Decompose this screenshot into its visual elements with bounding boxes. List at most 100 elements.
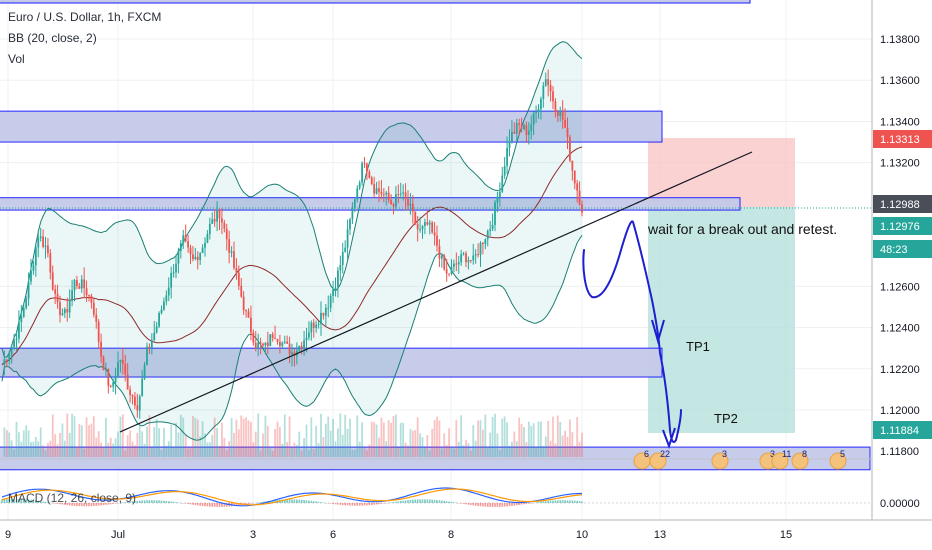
candle-body (530, 124, 533, 131)
macd-line (1, 487, 582, 507)
candle-body (262, 343, 264, 346)
stop-loss-area[interactable] (648, 138, 795, 207)
macd-hist (542, 501, 545, 503)
candle-body (286, 341, 289, 344)
volume-bar (402, 422, 405, 457)
macd-hist (438, 500, 441, 503)
volume-bar (419, 433, 421, 457)
macd-hist (552, 500, 554, 503)
volume-bar (184, 434, 187, 457)
candle-body (566, 127, 569, 138)
sr-zone[interactable] (0, 110, 663, 143)
volume-bar (511, 441, 513, 457)
volume-bar (508, 445, 511, 457)
price-badge[interactable] (873, 195, 932, 213)
candle-body (552, 91, 554, 102)
vol-legend[interactable]: Vol (8, 52, 25, 66)
symbol-legend[interactable]: Euro / U.S. Dollar, 1h, FXCM (8, 10, 162, 24)
candle-body (366, 163, 368, 172)
candle-body (85, 288, 88, 296)
volume-bar (397, 447, 400, 457)
volume-bar (95, 437, 98, 457)
time-axis[interactable] (0, 520, 872, 550)
sr-zone[interactable] (0, 197, 741, 211)
bb-upper (1, 41, 583, 358)
annotation-tp1[interactable]: TP1 (686, 339, 710, 354)
candle-body (107, 368, 110, 386)
macd-hist (64, 503, 66, 505)
candle-body (506, 148, 508, 167)
candle-body (549, 85, 552, 92)
macd-legend[interactable]: MACD (12, 26, close, 9) (8, 491, 137, 505)
macd-hist (317, 501, 320, 503)
volume-bar (8, 432, 11, 457)
top-zone[interactable] (0, 0, 751, 4)
trend-line[interactable] (119, 151, 753, 433)
projected-path-drawing[interactable] (582, 220, 682, 443)
candle-body (266, 342, 269, 347)
price-tick: 1.13600 (880, 75, 920, 87)
candle-body (511, 131, 513, 142)
candle-body (453, 263, 455, 267)
annotation-wait[interactable]: wait for a break out and retest. (648, 221, 838, 237)
macd-hist (467, 503, 470, 505)
volume-bar (155, 419, 158, 457)
event-flag-icon[interactable] (791, 452, 809, 470)
macd-hist (573, 500, 576, 503)
volume-bar (363, 447, 366, 457)
macd-hist (25, 499, 27, 503)
price-badge[interactable] (873, 421, 932, 439)
candle-body (146, 346, 148, 365)
volume-bar (90, 423, 93, 457)
macd-hist (511, 503, 513, 506)
candle-body (150, 339, 153, 348)
event-flag-icon[interactable] (829, 452, 847, 470)
volume-bar (37, 441, 40, 457)
macd-hist (189, 503, 192, 505)
price-badge[interactable] (873, 130, 932, 148)
macd-hist (482, 503, 484, 507)
take-profit-area[interactable] (648, 207, 795, 433)
candle-body (54, 289, 57, 294)
macd-hist (15, 498, 18, 503)
volume-bar (257, 413, 260, 457)
macd-hist (32, 500, 35, 503)
event-flag-icon[interactable] (649, 452, 667, 470)
candle-body (112, 382, 115, 387)
candle-body (245, 310, 247, 312)
event-flag-icon[interactable] (711, 452, 729, 470)
price-badge[interactable] (873, 217, 932, 235)
candle-body (581, 204, 583, 213)
macd-hist (107, 503, 110, 505)
volume-bar (303, 438, 305, 457)
candle-body (119, 359, 122, 363)
macd-hist (160, 500, 163, 503)
bb-legend[interactable]: BB (20, close, 2) (8, 31, 97, 45)
annotation-tp2[interactable]: TP2 (714, 411, 738, 426)
macd-hist (39, 501, 42, 503)
candle-body (56, 293, 59, 303)
price-tick: 1.12000 (880, 405, 920, 417)
economic-events[interactable]: 6 22 3 3 11 8 5 (633, 449, 847, 470)
volume-bar (353, 449, 356, 457)
candle-body (334, 287, 337, 290)
candle-body (569, 137, 571, 161)
event-flag-icon[interactable] (771, 452, 789, 470)
macd-hist (528, 503, 530, 504)
candle-body (218, 209, 221, 219)
candle-body (395, 194, 397, 207)
volume-bar (317, 443, 320, 457)
price-badge[interactable] (873, 240, 932, 258)
macd-hist (136, 500, 139, 503)
macd-hist (431, 499, 433, 503)
volume-bar (30, 442, 32, 457)
macd-hist (3, 499, 6, 503)
candle-body (540, 98, 542, 110)
candle-body (482, 242, 484, 244)
candle-body (554, 101, 557, 112)
volume-bar (496, 433, 499, 457)
volume-bar (312, 449, 315, 457)
macd-hist (172, 501, 175, 503)
candle-body (269, 334, 272, 347)
